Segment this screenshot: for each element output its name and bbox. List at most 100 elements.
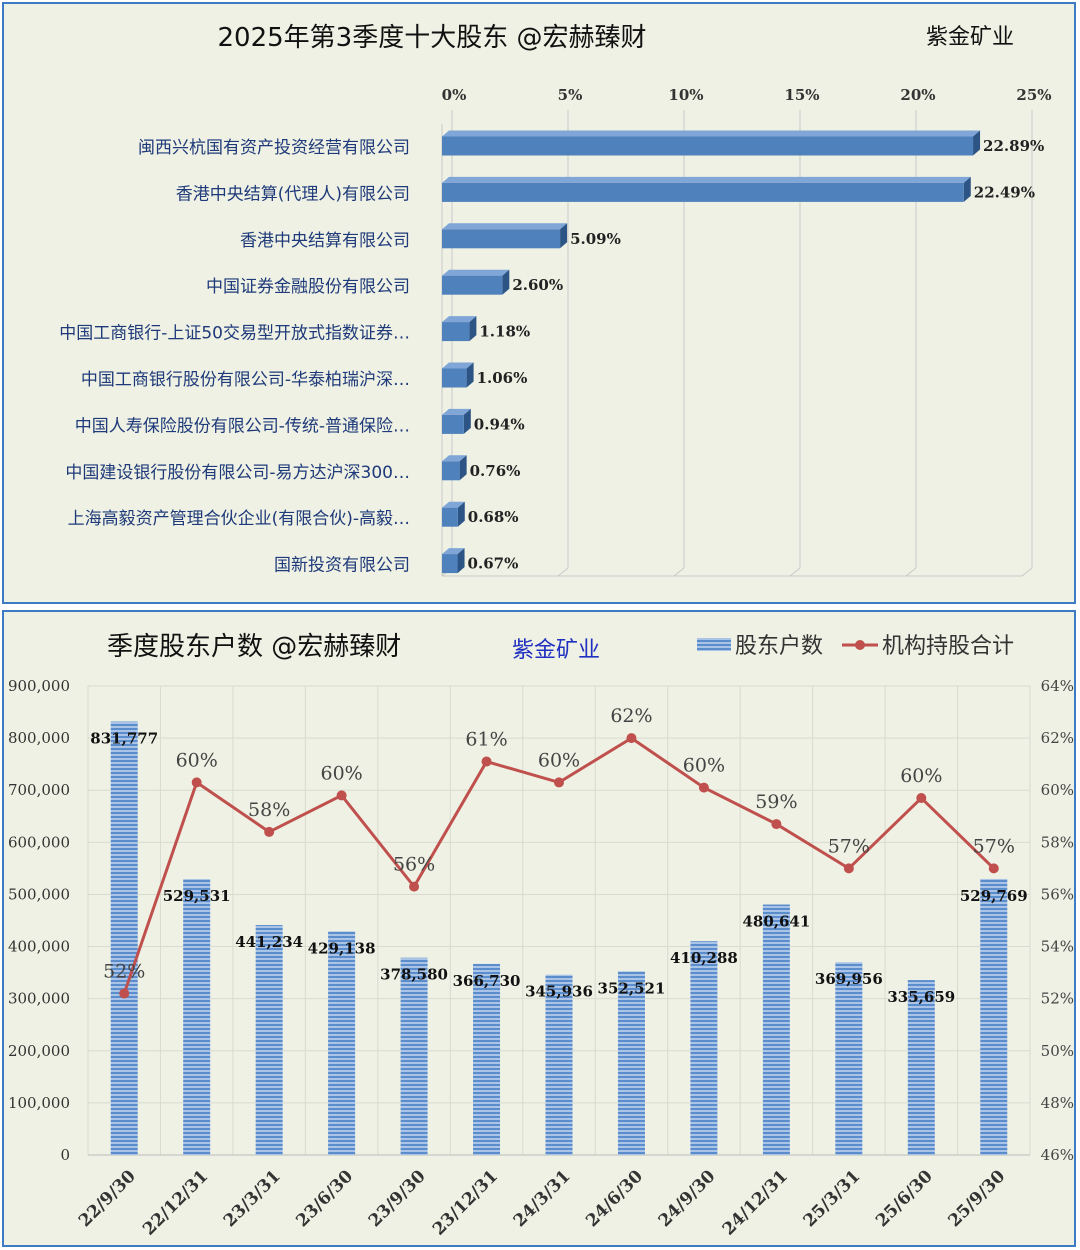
- bar-value-label: 1.18%: [479, 323, 530, 341]
- chart1-company: 紫金矿业: [926, 25, 1014, 50]
- shareholder-count-panel: 季度股东户数 @宏赫臻财 紫金矿业 股东户数 机构持股合计 0 100,000 200…: [2, 610, 1076, 1247]
- left-y-tick-label: 400,000: [8, 938, 70, 956]
- left-y-tick-label: 100,000: [8, 1094, 70, 1112]
- right-y-tick-label: 58%: [1041, 833, 1074, 851]
- legend-bar-label: 股东户数: [735, 634, 823, 659]
- bar-group: 22.89% 闽西兴杭国有资产投资经营有限公司: [138, 130, 1044, 158]
- chart2-company: 紫金矿业: [512, 638, 600, 663]
- top-shareholders-panel: 2025年第3季度十大股东 @宏赫臻财 紫金矿业 0% 5% 10% 15% 20% 25…: [2, 2, 1076, 604]
- bar-value-label: 366,730: [453, 972, 521, 990]
- bar-side: [502, 269, 510, 295]
- left-y-tick-label: 500,000: [8, 885, 70, 903]
- bar: [442, 461, 460, 481]
- bar-side: [463, 408, 471, 434]
- legend-bar-swatch: [697, 638, 731, 651]
- line-point: [771, 819, 782, 830]
- line-value-label: 60%: [683, 755, 725, 777]
- legend-line-marker: [855, 640, 865, 650]
- bar: [442, 182, 964, 202]
- right-y-tick-label: 64%: [1041, 677, 1074, 695]
- bar-value-label: 22.49%: [974, 183, 1035, 201]
- bar-top: [442, 223, 568, 230]
- line-point: [191, 777, 202, 788]
- left-y-tick-label: 0: [60, 1146, 70, 1164]
- bar-group: 5.09% 香港中央结算有限公司: [240, 223, 621, 251]
- line-point: [264, 826, 275, 837]
- x-tick-label: 22/12/31: [139, 1166, 212, 1239]
- bar-group: 0.94% 中国人寿保险股份有限公司-传统-普通保险…: [75, 408, 525, 436]
- line-point: [988, 863, 999, 874]
- bar: [442, 507, 458, 527]
- bar-group: 2.60% 中国证券金融股份有限公司: [206, 269, 563, 297]
- x-tick-label: 23/9/30: [365, 1166, 430, 1231]
- bar-top: [442, 362, 474, 369]
- category-label: 中国人寿保险股份有限公司-传统-普通保险…: [75, 416, 410, 436]
- line-value-label: 61%: [465, 729, 507, 751]
- line-point: [916, 793, 927, 804]
- category-label: 中国建设银行股份有限公司-易方达沪深300…: [65, 463, 410, 483]
- bar-value-label: 345,936: [525, 983, 593, 1001]
- shareholder-count-chart: 季度股东户数 @宏赫臻财 紫金矿业 股东户数 机构持股合计 0 100,000 200…: [8, 632, 1074, 1240]
- category-label: 中国工商银行-上证50交易型开放式指数证券…: [59, 324, 410, 344]
- x-tick-label: 25/6/30: [872, 1166, 937, 1231]
- left-y-tick-label: 600,000: [8, 833, 70, 851]
- line-value-label: 60%: [538, 749, 580, 771]
- bar-value-label: 529,769: [960, 887, 1028, 905]
- bar: [473, 963, 501, 1155]
- line-value-label: 60%: [900, 765, 942, 787]
- bar-side: [466, 362, 474, 388]
- right-y-tick-label: 54%: [1041, 938, 1074, 956]
- bar-top: [442, 408, 471, 415]
- bar-value-label: 5.09%: [570, 230, 621, 248]
- category-label: 上海高毅资产管理合伙企业(有限合伙)-高毅…: [68, 509, 410, 529]
- x-tick-label: 23/12/31: [429, 1166, 502, 1239]
- bar-side: [560, 223, 568, 249]
- x-tick-label: 25/9/30: [945, 1166, 1010, 1231]
- bar-value-label: 441,234: [235, 933, 303, 951]
- bar-value-label: 410,288: [670, 949, 738, 967]
- x-tick-label: 24/9/30: [655, 1166, 720, 1231]
- bar-value-label: 369,956: [815, 970, 883, 988]
- line-value-label: 56%: [393, 854, 435, 876]
- bar-value-label: 480,641: [742, 913, 810, 931]
- line-point: [409, 881, 420, 892]
- category-label: 中国工商银行股份有限公司-华泰柏瑞沪深…: [81, 370, 410, 390]
- bar-value-label: 2.60%: [512, 276, 563, 294]
- left-y-tick-label: 900,000: [8, 677, 70, 695]
- line-value-label: 62%: [610, 705, 652, 727]
- line-point: [554, 777, 564, 788]
- x-gridline-floor: [905, 567, 917, 577]
- left-y-tick-label: 700,000: [8, 781, 70, 799]
- bar-value-label: 0.67%: [468, 555, 519, 573]
- bar-side: [457, 548, 465, 574]
- bar-value-label: 378,580: [380, 966, 448, 984]
- bar-value-label: 529,531: [163, 887, 231, 905]
- bar: [762, 904, 790, 1155]
- x-gridline-floor: [673, 567, 685, 577]
- line-point: [698, 782, 709, 793]
- bar: [110, 721, 138, 1155]
- bar-value-label: 429,138: [308, 939, 376, 957]
- bar-group: 1.06% 中国工商银行股份有限公司-华泰柏瑞沪深…: [81, 362, 528, 390]
- bar: [442, 229, 561, 249]
- x-tick-label: 0%: [442, 86, 467, 104]
- line-point: [626, 733, 637, 744]
- bar-group: 22.49% 香港中央结算(代理人)有限公司: [176, 176, 1035, 204]
- category-label: 香港中央结算(代理人)有限公司: [176, 184, 410, 204]
- bar: [442, 368, 467, 388]
- bar: [545, 974, 573, 1155]
- line-point: [481, 756, 492, 767]
- x-tick-label: 15%: [784, 86, 819, 104]
- bar: [442, 554, 458, 574]
- x-tick-label: 24/6/30: [582, 1166, 647, 1231]
- bar-value-label: 1.06%: [477, 369, 528, 387]
- x-tick-label: 25/3/31: [800, 1166, 865, 1231]
- line-point: [843, 863, 854, 874]
- x-gridline-floor: [789, 567, 801, 577]
- bar-value-label: 335,659: [887, 988, 955, 1006]
- x-gridline-floor: [1021, 567, 1033, 577]
- bar: [442, 414, 464, 434]
- bar-top: [442, 269, 510, 276]
- x-tick-label: 25%: [1016, 86, 1051, 104]
- bar: [835, 962, 863, 1155]
